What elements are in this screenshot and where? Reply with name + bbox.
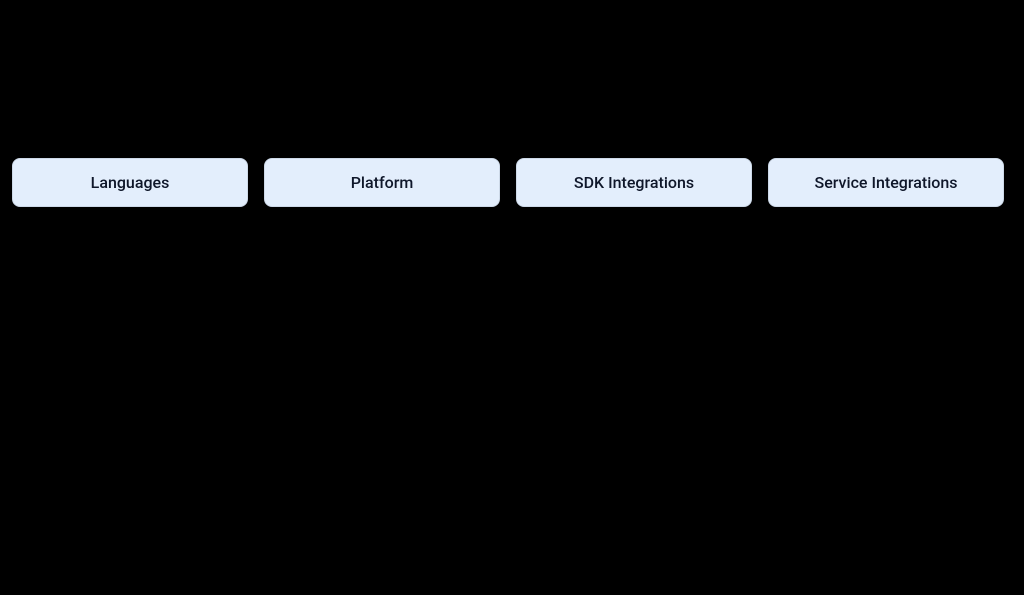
tab-sdk-integrations[interactable]: SDK Integrations [516,158,752,207]
tab-service-integrations[interactable]: Service Integrations [768,158,1004,207]
tabs-container: Languages Platform SDK Integrations Serv… [12,158,1004,207]
tab-languages[interactable]: Languages [12,158,248,207]
tab-platform[interactable]: Platform [264,158,500,207]
